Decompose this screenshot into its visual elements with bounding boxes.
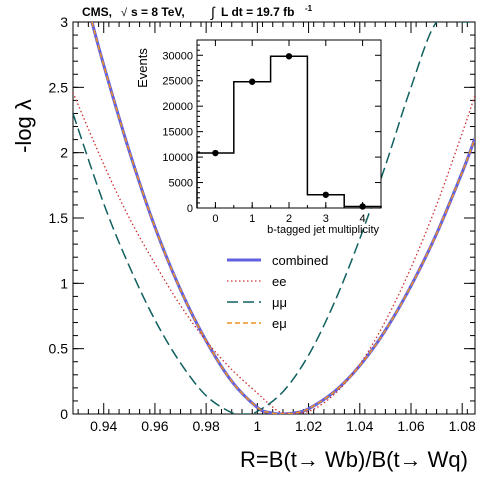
main-x-tick-label: 0.96: [141, 418, 168, 434]
inset-background: [197, 40, 381, 208]
inset-y-axis-title: Events: [135, 48, 150, 88]
legend: combined ee μμ eμ: [227, 253, 328, 331]
inset-x-tick-label: 0: [212, 213, 218, 225]
main-y-tick-label: 1.5: [49, 210, 69, 226]
header-sqrt: √: [121, 7, 128, 19]
legend-label: eμ: [272, 316, 287, 331]
main-x-tick-label: 1.08: [449, 418, 476, 434]
inset-data-point-0: [212, 149, 219, 157]
main-curves: [73, 22, 475, 414]
header-integral: ∫: [210, 4, 216, 20]
header-cms: CMS,: [82, 5, 112, 19]
inset-x-tick-label: 1: [249, 213, 255, 225]
inset-y-tick-label: 0: [187, 203, 193, 215]
inset-y-tick-label: 30000: [162, 50, 193, 62]
inset-x-axis-title: b-tagged jet multiplicity: [267, 224, 379, 236]
inset-x-tick-label: 2: [286, 213, 292, 225]
main-y-tick-label: 1: [60, 275, 68, 291]
inset-y-tick-label: 10000: [162, 152, 193, 164]
main-x-tick-label: 1.04: [346, 418, 373, 434]
legend-label: μμ: [272, 295, 287, 310]
inset-x-tick-label: 4: [360, 213, 366, 225]
header-lumi: L dt = 19.7 fb: [221, 5, 294, 19]
main-x-tick-label: 1.06: [397, 418, 424, 434]
main-x-tick-label: 1.02: [295, 418, 322, 434]
inset-data-point-3: [322, 191, 329, 198]
inset-y-tick-label: 20000: [162, 101, 193, 113]
main-x-tick-label: 0.98: [193, 418, 220, 434]
legend-label: ee: [272, 274, 286, 289]
main-axis-ticks: 0.94 0.96 0.98 1 1.02 1.04 1.06 1.08 0 0.5 1 1.5 2 2.…: [49, 14, 477, 434]
series-line-emu: [91, 22, 475, 414]
inset-y-tick-label: 5000: [169, 178, 193, 190]
main-x-tick-label: 0.94: [90, 418, 117, 434]
main-y-tick-label: 2: [60, 145, 68, 161]
main-x-axis-title: R=B(t→ Wb)/B(t→ Wq): [240, 447, 468, 472]
header-lumi-exponent: -1: [305, 4, 313, 13]
legend-label: combined: [272, 253, 328, 268]
header-energy: s = 8 TeV,: [131, 5, 185, 19]
main-y-tick-label: 2.5: [49, 79, 69, 95]
inset-data-point-2: [285, 53, 293, 60]
main-y-axis-title: -log λ: [11, 99, 36, 153]
inset-y-tick-label: 15000: [162, 127, 193, 139]
main-y-tick-label: 0: [60, 406, 68, 422]
inset-data-point-1: [249, 78, 256, 85]
inset-x-tick-label: 3: [323, 213, 329, 225]
inset-axis-ticks: 0 1 2 3 4 0 5000 10000 15000 20000 25000 30000: [162, 40, 382, 225]
main-y-tick-label: 3: [60, 14, 68, 30]
inset-y-tick-label: 25000: [162, 76, 193, 88]
main-x-tick-label: 1: [253, 418, 261, 434]
series-line-mumu: [73, 22, 470, 414]
chart-header: CMS, √ s = 8 TeV, ∫ L dt = 19.7 fb -1: [82, 4, 313, 20]
main-y-tick-label: 0.5: [49, 341, 69, 357]
inset-histogram: [196, 53, 382, 210]
